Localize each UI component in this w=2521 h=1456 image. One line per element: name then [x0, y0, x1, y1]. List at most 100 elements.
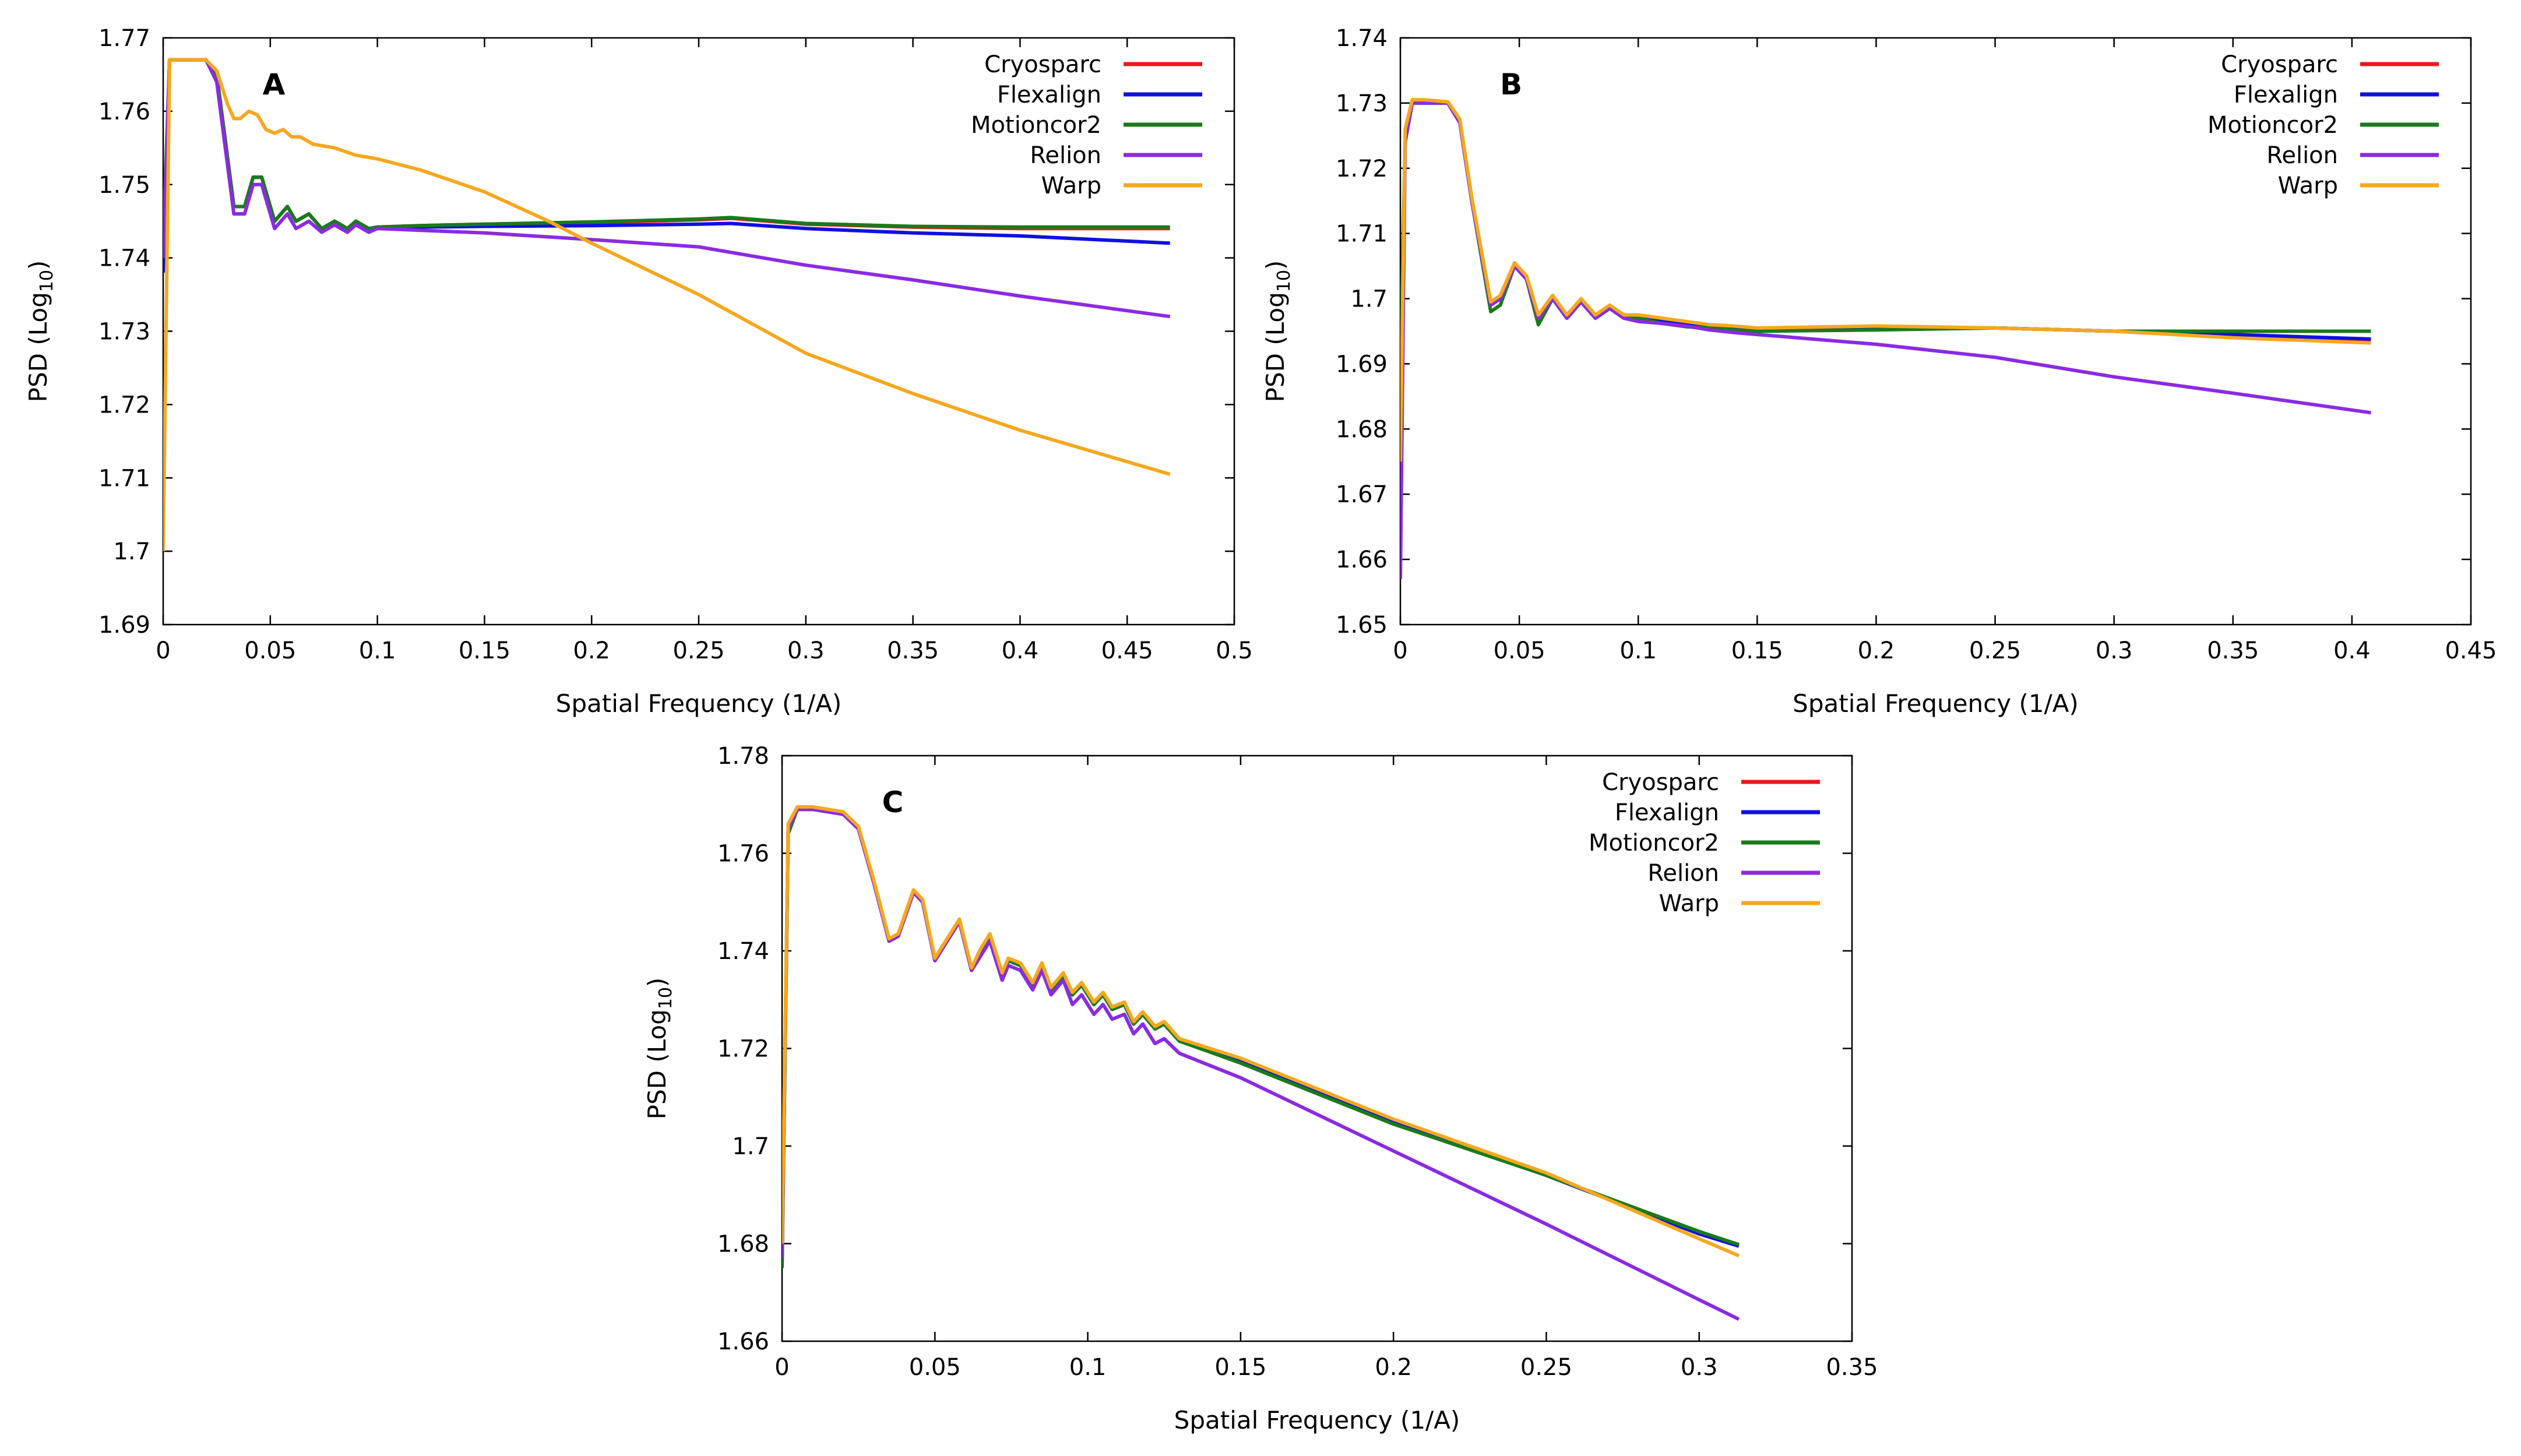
y-tick-label: 1.68 — [717, 1231, 769, 1258]
y-axis-label-close: ) — [643, 978, 671, 987]
legend-label: Flexalign — [997, 82, 1101, 108]
y-axis-label: PSD (Log10) — [24, 260, 57, 403]
legend-label: Motioncor2 — [1589, 830, 1719, 856]
y-tick-label: 1.7 — [113, 538, 150, 565]
x-tick-label: 0.15 — [1731, 637, 1783, 664]
y-axis-label-subscript: 10 — [656, 987, 676, 1009]
series-line-motioncor2 — [782, 808, 1740, 1268]
y-tick-label: 1.74 — [1336, 25, 1388, 52]
x-tick-label: 0.25 — [1969, 637, 2021, 664]
panel-letter: B — [1500, 68, 1522, 101]
y-tick-label: 1.74 — [717, 938, 769, 965]
panel-letter: A — [263, 68, 286, 101]
y-tick-label: 1.68 — [1336, 416, 1388, 443]
x-tick-label: 0 — [156, 637, 170, 664]
x-tick-label: 0.2 — [573, 637, 610, 664]
x-tick-label: 0.1 — [1619, 637, 1657, 664]
y-tick-label: 1.7 — [1350, 286, 1388, 313]
legend-label: Warp — [1041, 172, 1101, 199]
series-line-motioncor2 — [1400, 101, 2371, 371]
legend: Cryosparc Flexalign Motioncor2 Relion Warp — [2207, 51, 2439, 199]
legend-label: Relion — [1030, 142, 1101, 169]
series-line-warp — [1400, 98, 2371, 462]
y-axis-label-text: PSD (Log — [24, 292, 52, 402]
legend: Cryosparc Flexalign Motioncor2 Relion Warp — [971, 51, 1202, 199]
y-tick-label: 1.75 — [98, 172, 150, 199]
x-axis-label: Spatial Frequency (1/A) — [1174, 1406, 1460, 1434]
x-tick-label: 0.25 — [672, 637, 724, 664]
y-tick-label: 1.7 — [732, 1133, 769, 1160]
series-line-warp — [782, 805, 1740, 1258]
x-tick-label: 0.15 — [1214, 1354, 1266, 1381]
y-tick-label: 1.74 — [98, 245, 150, 272]
x-tick-label: 0.35 — [887, 637, 939, 664]
x-tick-label: 0.2 — [1375, 1354, 1412, 1381]
panel-b: 0 0.05 0.1 0.15 0.2 0.25 0.3 0.35 0.4 0.45 1.65 1.6… — [1261, 25, 2497, 718]
x-tick-label: 0.2 — [1858, 637, 1895, 664]
legend-label: Warp — [1659, 890, 1719, 917]
x-tick-label: 0.25 — [1520, 1354, 1572, 1381]
x-axis-label: Spatial Frequency (1/A) — [556, 689, 842, 718]
y-tick-label: 1.76 — [98, 98, 150, 125]
y-tick-label: 1.72 — [1336, 156, 1388, 182]
panel-c: 0 0.05 0.1 0.15 0.2 0.25 0.3 0.35 1.66 1.68 1.7 1.7… — [643, 743, 1878, 1434]
y-tick-label: 1.71 — [1336, 221, 1388, 248]
y-tick-label: 1.71 — [98, 465, 150, 492]
x-tick-label: 0.4 — [2333, 637, 2371, 664]
y-tick-label: 1.78 — [717, 743, 769, 770]
y-tick-label: 1.67 — [1336, 481, 1388, 508]
y-tick-label: 1.72 — [98, 392, 150, 418]
y-tick-label: 1.76 — [717, 841, 769, 868]
y-axis-label-close: ) — [1261, 260, 1290, 270]
legend-label: Flexalign — [2234, 82, 2338, 108]
x-tick-label: 0.1 — [359, 637, 396, 664]
legend-label: Motioncor2 — [971, 112, 1101, 139]
x-tick-label: 0.1 — [1069, 1354, 1107, 1381]
panel-a: 0 0.05 0.1 0.15 0.2 0.25 0.3 0.35 0.4 0.45 0.5 1.69… — [24, 25, 1253, 718]
x-tick-label: 0 — [1393, 637, 1407, 664]
y-axis-label-text: PSD (Log — [1261, 292, 1290, 402]
y-axis-label: PSD (Log10) — [643, 978, 676, 1120]
legend-label: Cryosparc — [984, 51, 1101, 78]
y-axis-label-close: ) — [24, 260, 52, 270]
x-tick-label: 0.35 — [1826, 1354, 1878, 1381]
x-tick-label: 0.3 — [2096, 637, 2133, 664]
series-line-relion — [163, 58, 1171, 319]
legend-label: Warp — [2278, 172, 2338, 199]
y-tick-label: 1.66 — [717, 1328, 769, 1355]
y-axis-label: PSD (Log10) — [1261, 260, 1294, 403]
x-tick-label: 0.45 — [1101, 637, 1153, 664]
y-tick-label: 1.73 — [98, 319, 150, 346]
x-tick-label: 0 — [774, 1354, 789, 1381]
legend: Cryosparc Flexalign Motioncor2 Relion Warp — [1589, 769, 1820, 917]
series-line-warp — [163, 58, 1171, 552]
x-tick-label: 0.05 — [909, 1354, 961, 1381]
legend-label: Cryosparc — [2221, 51, 2338, 78]
x-tick-label: 0.05 — [244, 637, 296, 664]
x-tick-label: 0.15 — [459, 637, 510, 664]
series-line-relion — [1400, 101, 2371, 579]
y-axis-label-subscript: 10 — [1274, 270, 1294, 292]
x-tick-label: 0.3 — [1681, 1354, 1718, 1381]
y-tick-label: 1.73 — [1336, 90, 1388, 117]
x-tick-label: 0.05 — [1494, 637, 1545, 664]
legend-label: Motioncor2 — [2207, 112, 2338, 139]
x-tick-label: 0.45 — [2445, 637, 2497, 664]
x-tick-label: 0.35 — [2207, 637, 2259, 664]
x-tick-label: 0.5 — [1216, 637, 1253, 664]
y-tick-label: 1.65 — [1336, 612, 1388, 639]
y-axis-label-subscript: 10 — [37, 270, 57, 292]
y-tick-label: 1.77 — [98, 25, 150, 52]
y-axis-label-text: PSD (Log — [643, 1009, 671, 1119]
panel-letter: C — [882, 785, 904, 819]
y-tick-label: 1.69 — [1336, 351, 1388, 378]
legend-label: Relion — [2266, 142, 2338, 169]
legend-label: Cryosparc — [1602, 769, 1719, 796]
x-axis-label: Spatial Frequency (1/A) — [1793, 689, 2079, 718]
series-line-cryosparc — [782, 808, 1740, 1254]
y-tick-label: 1.66 — [1336, 547, 1388, 573]
y-tick-label: 1.69 — [98, 612, 150, 639]
y-tick-label: 1.72 — [717, 1036, 769, 1063]
series-line-cryosparc — [1400, 101, 2371, 495]
